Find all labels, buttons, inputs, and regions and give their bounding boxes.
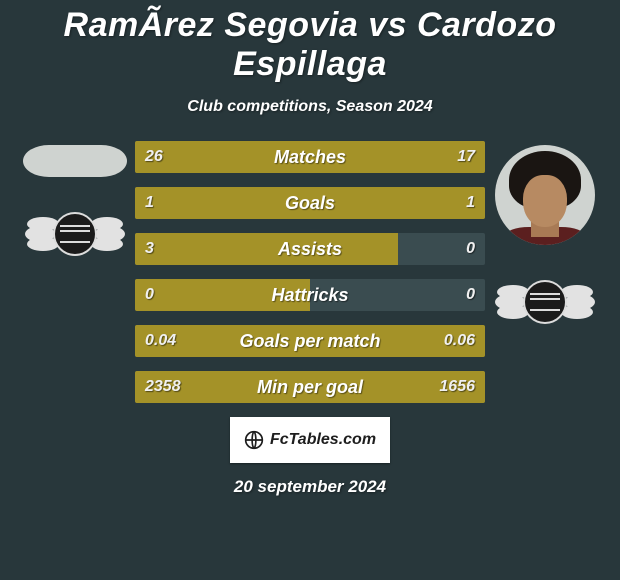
stat-row: 23581656Min per goal — [135, 371, 485, 403]
stats-column: 2617Matches 11Goals 30Assists 00Hattricks 0.… — [135, 141, 485, 403]
content-row: 2617Matches 11Goals 30Assists 00Hattricks 0.… — [0, 141, 620, 403]
stat-row: 11Goals — [135, 187, 485, 219]
stat-label: Min per goal — [135, 377, 485, 398]
player-right-column — [485, 141, 605, 403]
stat-label: Goals — [135, 193, 485, 214]
club-disc-icon — [53, 212, 97, 256]
footer-date: 20 september 2024 — [234, 477, 386, 497]
stat-row: 2617Matches — [135, 141, 485, 173]
brand-link[interactable]: FcTables.com — [230, 417, 390, 463]
globe-icon — [244, 430, 264, 450]
player-left-club-badge — [25, 207, 125, 261]
page-title: RamÃ­rez Segovia vs Cardozo Espillaga — [0, 6, 620, 84]
stat-row: 00Hattricks — [135, 279, 485, 311]
player-right-avatar — [495, 145, 595, 245]
stat-row: 30Assists — [135, 233, 485, 265]
page-subtitle: Club competitions, Season 2024 — [187, 98, 432, 116]
stat-label: Matches — [135, 147, 485, 168]
club-disc-icon — [523, 280, 567, 324]
stat-label: Hattricks — [135, 285, 485, 306]
stat-label: Goals per match — [135, 331, 485, 352]
player-left-column — [15, 141, 135, 403]
stat-label: Assists — [135, 239, 485, 260]
player-photo-placeholder — [495, 145, 595, 245]
brand-label: FcTables.com — [270, 431, 376, 449]
stat-row: 0.040.06Goals per match — [135, 325, 485, 357]
player-right-club-badge — [495, 275, 595, 329]
player-left-avatar — [23, 145, 127, 177]
